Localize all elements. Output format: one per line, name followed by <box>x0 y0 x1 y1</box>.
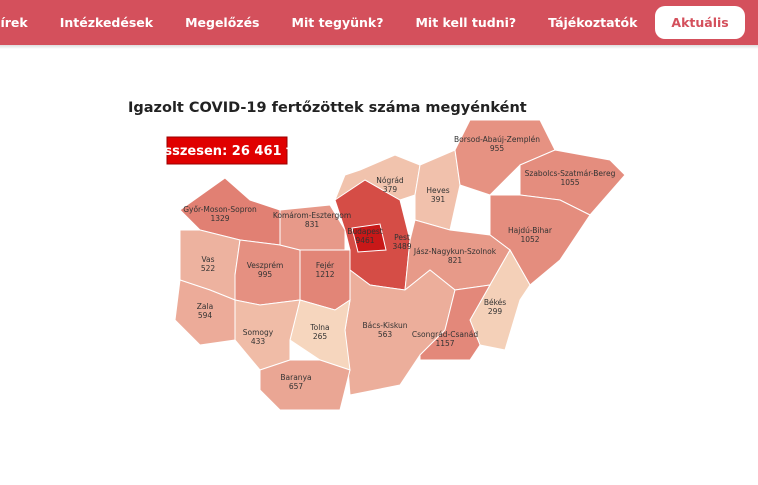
county-name: Somogy <box>243 328 274 337</box>
county <box>419 284 491 361</box>
county-value: 391 <box>431 195 446 204</box>
county-name: Békés <box>484 298 506 307</box>
county-name: Győr-Moson-Sopron <box>183 205 257 214</box>
map: Igazolt COVID-19 fertőzöttek száma megyé… <box>112 88 645 415</box>
nav-shadow <box>0 45 758 49</box>
county <box>344 269 456 396</box>
nav-item[interactable]: Mit tegyünk? <box>291 15 384 30</box>
county <box>299 249 351 311</box>
county-value: 299 <box>488 307 503 316</box>
county-name: Komárom-Esztergom <box>273 211 351 220</box>
county-value: 3489 <box>392 242 411 251</box>
county-value: 955 <box>490 144 505 153</box>
county-value: 1157 <box>435 339 454 348</box>
county-name: Szabolcs-Szatmár-Bereg <box>525 169 616 178</box>
nav-bar: Hírek Intézkedések Megelőzés Mit tegyünk? Mi… <box>0 0 758 45</box>
nav-item[interactable]: Mit kell tudni? <box>415 15 517 30</box>
county-value: 1052 <box>520 235 539 244</box>
county <box>289 298 351 371</box>
county-value: 9461 <box>355 236 374 245</box>
county <box>234 299 301 371</box>
county-name: Hajdú-Bihar <box>508 226 553 235</box>
county-value: 522 <box>201 264 216 273</box>
county-name: Jász-Nagykun-Szolnok <box>413 247 497 256</box>
nav-item[interactable]: Intézkedések <box>59 15 154 30</box>
nav-item[interactable]: Tájékoztatók <box>548 15 638 30</box>
total-label: Összesen: 26 461 fő <box>153 143 300 159</box>
county-name: Fejér <box>316 261 335 270</box>
county-value: 995 <box>258 270 273 279</box>
total-box <box>166 136 288 165</box>
county-name: Budapest <box>347 227 383 236</box>
county-name: Zala <box>197 302 213 311</box>
county-name: Tolna <box>309 323 329 332</box>
county <box>259 359 351 411</box>
county-name: Heves <box>426 186 449 195</box>
county-value: 1329 <box>210 214 229 223</box>
county-name: Csongrád-Csanád <box>412 330 478 339</box>
county-name: Borsod-Abaúj-Zemplén <box>454 135 540 144</box>
county-value: 379 <box>383 185 398 194</box>
county-name: Baranya <box>280 373 311 382</box>
nav-item[interactable]: Aktuális <box>655 6 745 39</box>
county-value: 1055 <box>560 178 579 187</box>
county-value: 563 <box>378 330 393 339</box>
nav-list: Hírek Intézkedések Megelőzés Mit tegyünk? Mi… <box>0 0 745 45</box>
county-value: 265 <box>313 332 328 341</box>
county-name: Veszprém <box>247 261 284 270</box>
county-name: Nógrád <box>376 176 404 185</box>
county-value: 657 <box>289 382 304 391</box>
county-name: Vas <box>201 255 214 264</box>
county-value: 831 <box>305 220 320 229</box>
county-name: Pest <box>394 233 410 242</box>
nav-item[interactable]: Hírek <box>0 15 28 30</box>
county-value: 821 <box>448 256 463 265</box>
nav-item[interactable]: Megelőzés <box>185 15 260 30</box>
county-value: 1212 <box>315 270 334 279</box>
county-value: 594 <box>198 311 213 320</box>
county-name: Bács-Kiskun <box>362 321 407 330</box>
county <box>351 223 387 253</box>
map-title: Igazolt COVID-19 fertőzöttek száma megyé… <box>128 100 527 116</box>
county-value: 433 <box>251 337 266 346</box>
